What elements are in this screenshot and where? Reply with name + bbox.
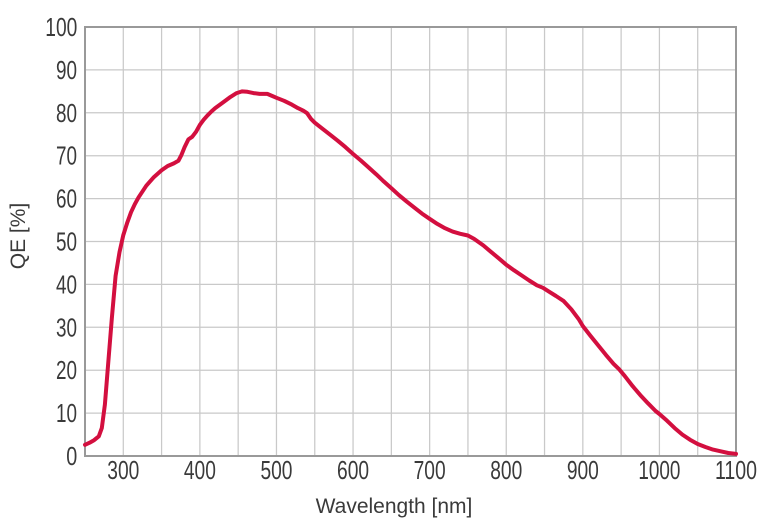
x-tick-label: 300: [107, 455, 139, 485]
x-tick-label: 800: [490, 455, 522, 485]
y-tick-label: 100: [45, 12, 77, 42]
y-tick-label: 40: [56, 269, 77, 299]
chart-frame: [84, 26, 737, 457]
plot-border: [84, 26, 737, 457]
y-tick-label: 0: [66, 441, 77, 471]
x-tick-label: 900: [567, 455, 599, 485]
y-tick-label: 50: [56, 227, 77, 257]
y-tick-label: 10: [56, 398, 77, 428]
y-tick-label: 30: [56, 312, 77, 342]
qe-curve-line: [83, 89, 738, 456]
x-axis-title: Wavelength [nm]: [316, 495, 473, 518]
y-tick-label: 80: [56, 98, 77, 128]
y-tick-label: 70: [56, 141, 77, 171]
chart-gridlines: [85, 27, 736, 456]
x-tick-label: 600: [337, 455, 369, 485]
y-axis-title: QE [%]: [7, 203, 30, 270]
x-tick-label: 1000: [638, 455, 680, 485]
y-tick-label: 60: [56, 184, 77, 214]
x-tick-label: 400: [184, 455, 216, 485]
qe-curve: [83, 89, 738, 456]
y-tick-label: 90: [56, 55, 77, 85]
x-tick-label: 500: [260, 455, 292, 485]
axis-tick-labels: 300 400 500 600 700 800 900 1000 1100 0 10 20 30 40 50…: [45, 12, 757, 485]
y-tick-label: 20: [56, 355, 77, 385]
x-tick-label: 1100: [715, 455, 757, 485]
x-tick-label: 700: [414, 455, 446, 485]
